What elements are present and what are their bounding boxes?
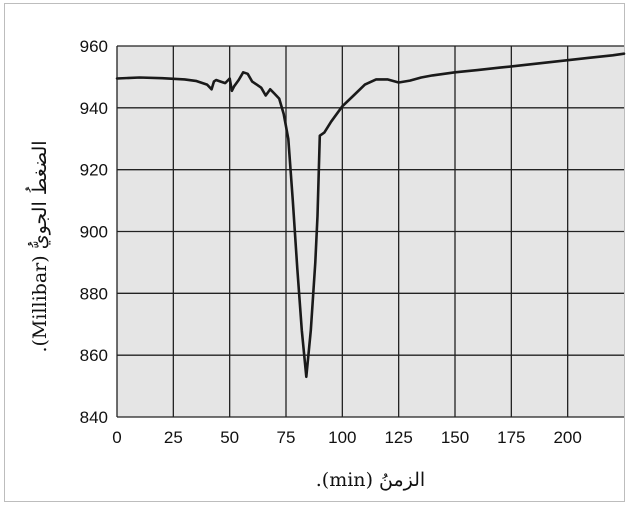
y-tick-labels: 840 860 880 900 920 940 960 bbox=[80, 37, 108, 427]
x-tick-label: 100 bbox=[328, 428, 356, 447]
x-tick-labels: 0 25 50 75 100 125 150 175 200 bbox=[112, 428, 582, 447]
x-tick-label: 50 bbox=[220, 428, 239, 447]
y-tick-label: 900 bbox=[80, 223, 108, 242]
x-tick-label: 25 bbox=[164, 428, 183, 447]
x-axis-title: الزمنُ (min). bbox=[316, 469, 425, 491]
x-tick-label: 125 bbox=[384, 428, 412, 447]
y-tick-label: 940 bbox=[80, 99, 108, 118]
y-tick-label: 880 bbox=[80, 284, 108, 303]
x-tick-label: 200 bbox=[553, 428, 581, 447]
y-tick-label: 840 bbox=[80, 408, 108, 427]
y-tick-label: 860 bbox=[80, 346, 108, 365]
x-tick-label: 75 bbox=[277, 428, 296, 447]
y-tick-label: 960 bbox=[80, 37, 108, 56]
x-tick-label: 150 bbox=[441, 428, 469, 447]
y-tick-label: 920 bbox=[80, 161, 108, 180]
y-axis-title: الضغطُ الجويُّ (Millibar). bbox=[25, 140, 51, 352]
x-tick-label: 175 bbox=[497, 428, 525, 447]
x-tick-label: 0 bbox=[112, 428, 121, 447]
